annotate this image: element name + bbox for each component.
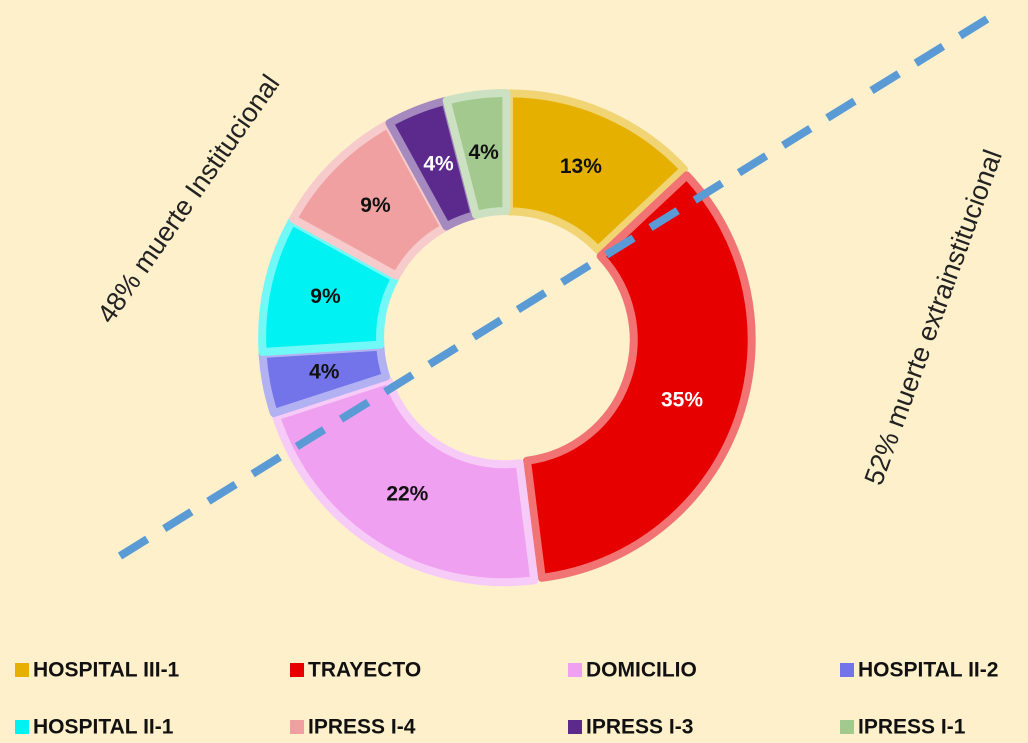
slice xyxy=(523,171,756,582)
slice xyxy=(272,375,539,587)
legend-label: HOSPITAL II-2 xyxy=(858,659,998,682)
legend-swatch xyxy=(840,663,854,677)
legend-label: IPRESS I-1 xyxy=(858,716,966,739)
value-label: 4% xyxy=(469,141,500,164)
slice xyxy=(442,89,511,219)
value-label: 35% xyxy=(661,389,703,412)
legend-swatch xyxy=(15,720,29,734)
legend-label: DOMICILIO xyxy=(586,659,697,682)
legend-label: TRAYECTO xyxy=(308,659,421,682)
legend-swatch xyxy=(568,663,582,677)
legend-label: IPRESS I-3 xyxy=(586,716,693,739)
legend-label: HOSPITAL III-1 xyxy=(33,659,180,682)
legend-swatch xyxy=(15,663,29,677)
slice xyxy=(504,89,688,254)
value-label: 9% xyxy=(310,285,341,308)
legend-swatch xyxy=(840,720,854,734)
divider-line xyxy=(117,12,995,560)
legend: HOSPITAL III-1 TRAYECTO DOMICILIO HOSPITAL … xyxy=(15,659,998,739)
value-label: 4% xyxy=(309,360,340,383)
value-label: 4% xyxy=(423,153,454,176)
value-label: 22% xyxy=(386,483,428,506)
value-label: 13% xyxy=(560,155,602,178)
donut: 13% 35% 22% 4% 9% 9% 4% 4% xyxy=(258,89,756,587)
legend-swatch xyxy=(290,720,304,734)
legend-swatch xyxy=(568,720,582,734)
legend-label: HOSPITAL II-1 xyxy=(33,716,174,739)
legend-swatch xyxy=(290,663,304,677)
value-label: 9% xyxy=(360,194,391,217)
legend-label: IPRESS I-4 xyxy=(308,716,416,739)
